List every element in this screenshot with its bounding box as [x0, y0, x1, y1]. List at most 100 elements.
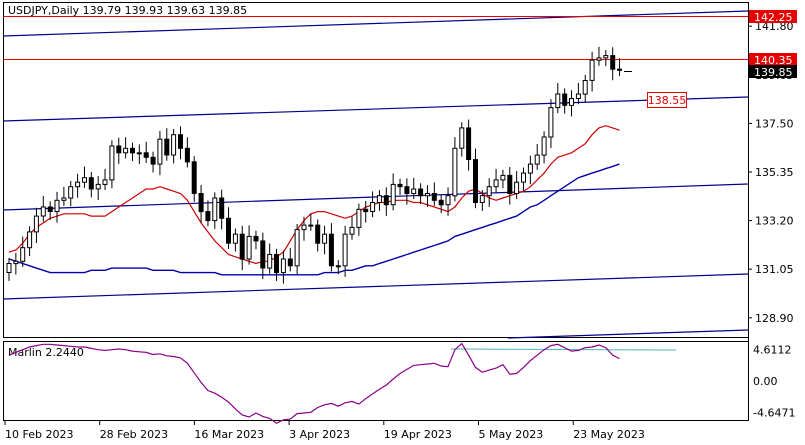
- candle: [143, 141, 149, 163]
- candle: [459, 122, 465, 157]
- indicator-tick-label: 4.6112: [753, 344, 792, 357]
- indicator-pane[interactable]: [3, 341, 749, 421]
- candle: [534, 143, 540, 170]
- candle: [397, 178, 403, 196]
- price-tick-label: 128.90: [755, 312, 794, 325]
- candle: [95, 176, 101, 201]
- candle: [349, 216, 355, 240]
- level-annotation-label: 138.55: [648, 94, 687, 107]
- candle: [521, 167, 526, 191]
- price-tick-label: 133.20: [755, 215, 794, 228]
- candle: [315, 219, 321, 252]
- chart-header: USDJPY,Daily 139.79 139.93 139.63 139.85: [8, 4, 247, 17]
- candle: [322, 225, 328, 255]
- candle: [383, 187, 389, 216]
- candle: [527, 155, 533, 185]
- candle: [123, 137, 129, 159]
- time-axis: 10 Feb 2023 28 Feb 2023 16 Mar 2023 3 Apr 2…: [4, 421, 645, 441]
- candle: [356, 203, 362, 236]
- candle: [136, 144, 142, 164]
- channel-line-3[interactable]: [2, 183, 749, 211]
- price-pane[interactable]: [3, 2, 749, 338]
- candle: [232, 228, 238, 252]
- candle: [596, 46, 602, 66]
- trend-channel[interactable]: [2, 10, 749, 339]
- candle: [493, 168, 499, 193]
- candle: [198, 185, 204, 223]
- channel-line-4[interactable]: [2, 273, 749, 300]
- candle: [589, 51, 595, 92]
- candle: [68, 181, 74, 207]
- candle: [150, 151, 156, 173]
- candle: [541, 131, 547, 164]
- price-badge-140-35: 140.35: [749, 53, 797, 67]
- candle: [500, 169, 506, 189]
- time-tick-label: 3 Apr 2023: [289, 428, 350, 441]
- candle: [219, 189, 225, 230]
- channel-line-1[interactable]: [2, 10, 749, 37]
- candle: [13, 252, 19, 275]
- candle: [390, 173, 396, 211]
- candle: [184, 137, 190, 168]
- time-tick-label: 5 May 2023: [479, 428, 544, 441]
- indicator-axis: 4.6112 0.00 -4.6471: [753, 344, 795, 420]
- candle: [575, 82, 581, 105]
- candle: [102, 168, 108, 191]
- oscillator-signal-line: [450, 348, 677, 351]
- candle: [425, 185, 430, 207]
- candle: [562, 88, 568, 114]
- candle: [253, 230, 259, 250]
- candle: [411, 177, 417, 200]
- channel-line-5[interactable]: [507, 329, 749, 339]
- candle: [479, 190, 485, 211]
- candle: [569, 90, 574, 117]
- candle: [473, 148, 478, 209]
- candle: [178, 126, 183, 160]
- price-tick-label: 137.50: [755, 117, 794, 130]
- candle: [548, 99, 554, 149]
- svg-text:139.85: 139.85: [754, 66, 793, 79]
- candle: [466, 119, 472, 171]
- level-annotation[interactable]: 138.55: [647, 92, 687, 108]
- candle: [33, 207, 39, 243]
- candle: [404, 178, 410, 205]
- candle: [301, 216, 307, 241]
- candle: [54, 191, 60, 223]
- indicator-tick-label: -4.6471: [753, 407, 795, 420]
- candle: [287, 247, 293, 272]
- candle: [164, 128, 170, 161]
- candle: [363, 200, 369, 223]
- candle: [47, 201, 53, 220]
- candle: [267, 243, 273, 274]
- candle: [308, 214, 314, 231]
- candle: [431, 182, 437, 206]
- candle: [376, 190, 382, 211]
- svg-text:140.35: 140.35: [754, 54, 793, 67]
- candle: [40, 195, 46, 222]
- oscillator-line: [8, 342, 620, 424]
- candle: [582, 74, 588, 103]
- svg-text:142.25: 142.25: [754, 11, 793, 24]
- channel-line-2[interactable]: [2, 96, 749, 122]
- candle: [239, 225, 245, 271]
- candle: [280, 250, 286, 284]
- candle: [603, 49, 609, 67]
- price-badge-142-25: 142.25: [749, 10, 797, 24]
- price-tick-label: 141.80: [755, 20, 794, 33]
- candle: [342, 225, 348, 277]
- candle: [370, 191, 376, 218]
- candle: [157, 130, 163, 176]
- price-badge-139-85: 139.85: [749, 65, 797, 79]
- candle: [507, 167, 513, 205]
- candle: [555, 82, 561, 114]
- ma-slow-line: [8, 163, 620, 276]
- candle: [514, 171, 520, 200]
- candle: [294, 223, 300, 275]
- candle: [246, 225, 252, 265]
- time-tick-label: 19 Apr 2023: [384, 428, 452, 441]
- candle: [171, 129, 177, 164]
- candle: [130, 142, 135, 162]
- candle: [82, 166, 87, 188]
- candle: [226, 207, 231, 249]
